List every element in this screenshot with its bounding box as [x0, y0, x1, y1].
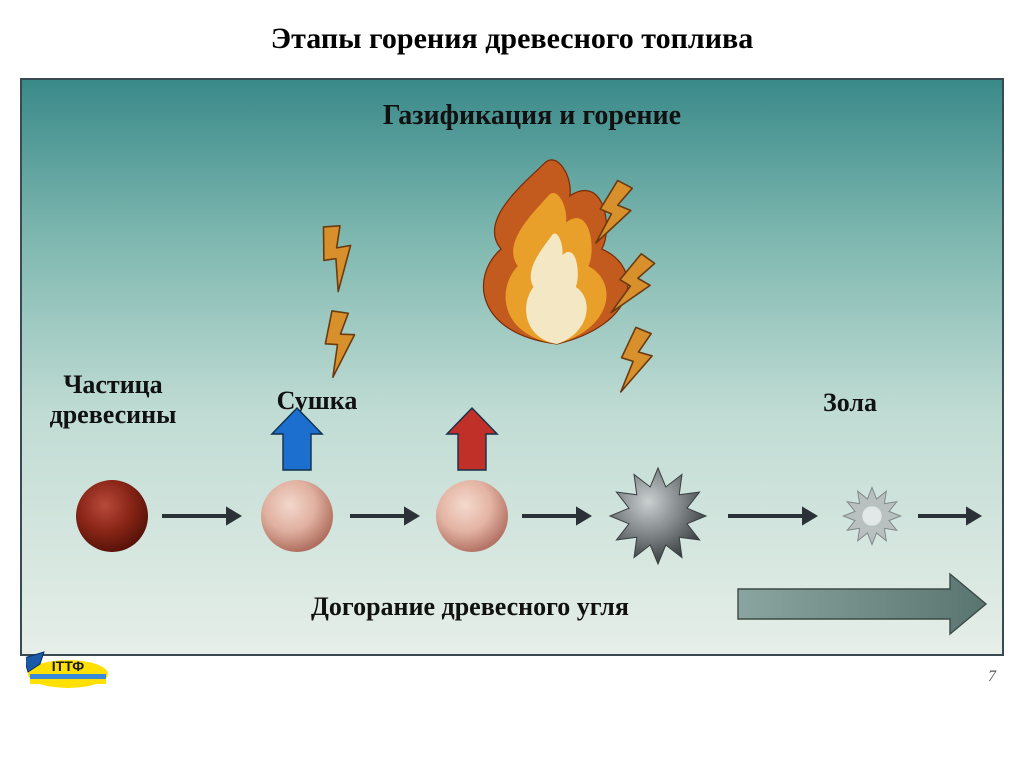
svg-text:ІТТФ: ІТТФ: [52, 658, 84, 674]
drying-arrow: [272, 408, 322, 470]
page-number: 7: [988, 668, 996, 686]
diagram-svg: [22, 80, 1006, 658]
diagram-container: Газификация и горение Частица древесины …: [20, 78, 1004, 656]
flame-icon: [483, 160, 627, 344]
vertical-arrows: [272, 408, 497, 470]
pyrolysis-arrow: [447, 408, 497, 470]
ittf-logo: ІТТФ: [26, 650, 116, 694]
burnout-arrow: [738, 574, 986, 634]
page-title: Этапы горения древесного топлива: [0, 0, 1024, 70]
